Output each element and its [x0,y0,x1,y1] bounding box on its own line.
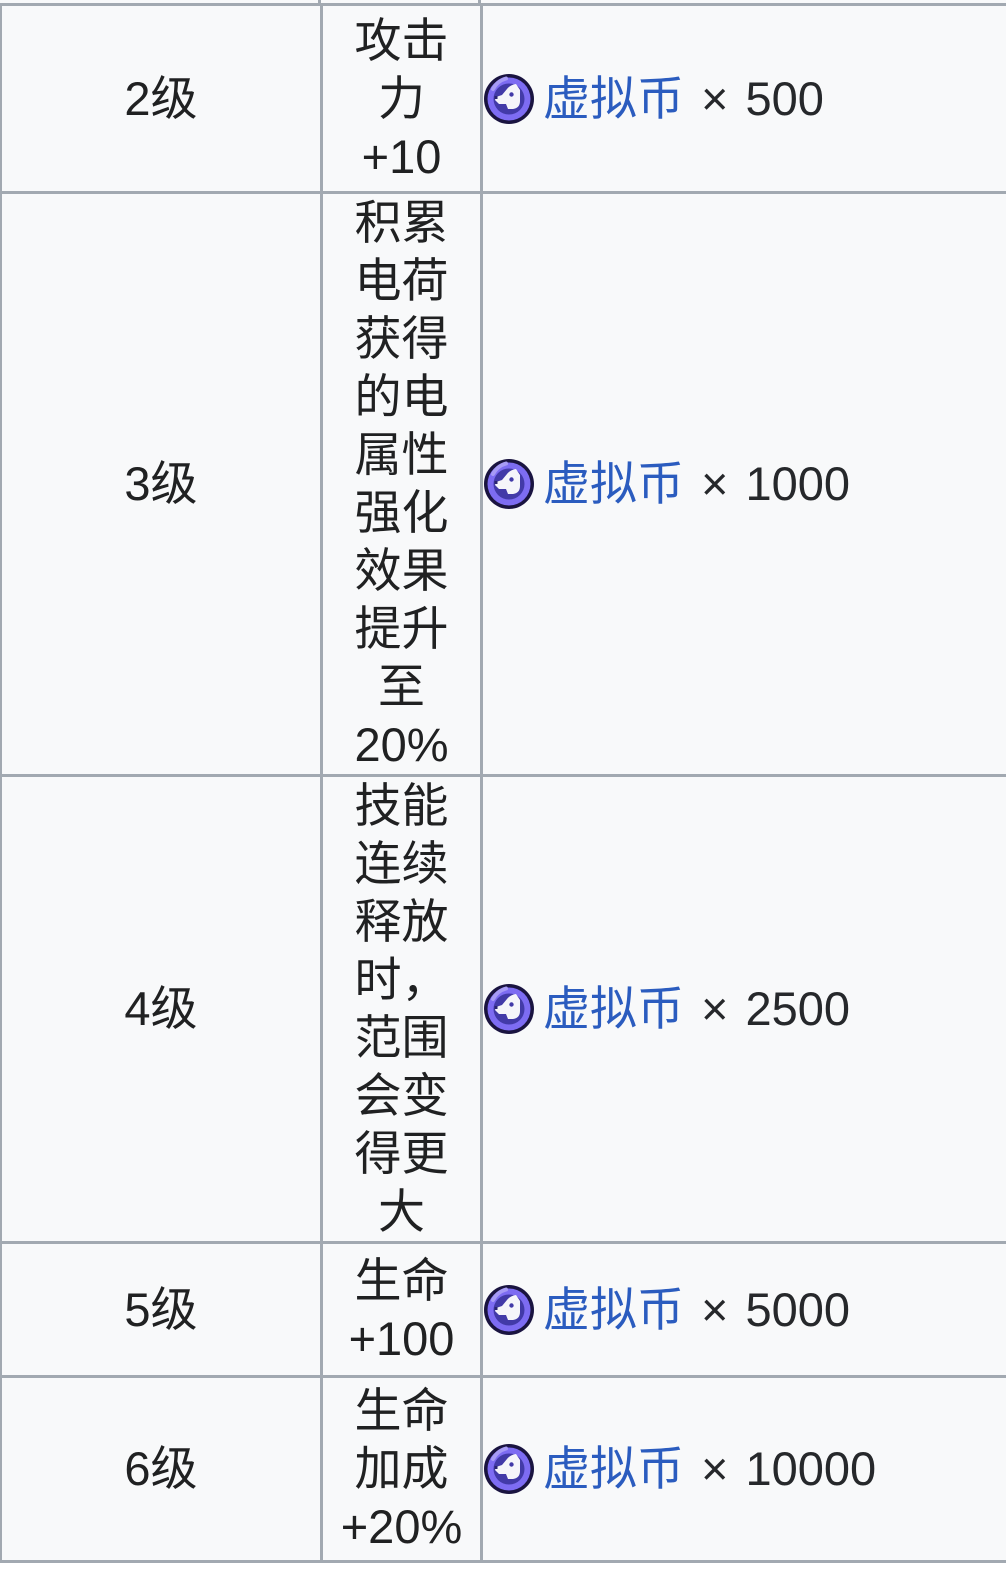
currency-link[interactable]: 虚拟币 [543,1442,684,1495]
multiply-sign: × [701,1282,729,1336]
coin-icon[interactable] [483,1443,535,1495]
effect-cell: 生命 加成 +20% [320,1375,483,1563]
level-cell: 4级 [0,774,323,1244]
cost-cell: 虚拟币 × 10000 [480,1375,1006,1563]
cost-line: 虚拟币 × 500 [483,70,1006,128]
table-row: 4级 技能 连续 释放 时， 范围 会变 得更 大 [0,774,1006,1244]
coin-icon[interactable] [483,73,535,125]
level-cell: 2级 [0,3,323,194]
currency-link[interactable]: 虚拟币 [543,1282,684,1336]
cost-cell: 虚拟币 × 2500 [480,774,1006,1244]
multiply-sign: × [701,457,729,510]
currency-link[interactable]: 虚拟币 [543,457,684,510]
effect-cell: 技能 连续 释放 时， 范围 会变 得更 大 [320,774,483,1244]
effect-cell: 生命 +100 [320,1241,483,1378]
multiply-sign: × [701,1442,729,1495]
column-border-strip [478,0,481,3]
cost-cell: 虚拟币 × 500 [480,3,1006,194]
effect-cell: 攻击 力 +10 [320,3,483,194]
cost-line: 虚拟币 × 1000 [483,455,1006,513]
coin-icon[interactable] [483,983,535,1035]
cost-amount: 1000 [745,457,851,510]
coin-icon[interactable] [483,458,535,510]
level-cell: 5级 [0,1241,323,1378]
table-row: 2级 攻击 力 +10 [0,3,1006,194]
level-cell: 6级 [0,1375,323,1563]
cost-line: 虚拟币 × 2500 [483,980,1006,1038]
table-row: 5级 生命 +100 [0,1241,1006,1378]
cost-cell: 虚拟币 × 1000 [480,191,1006,777]
level-cell: 3级 [0,191,323,777]
multiply-sign: × [701,982,729,1035]
previous-row-sliver [0,0,1006,3]
cost-amount: 2500 [745,982,851,1035]
column-border-strip [318,0,321,3]
currency-link[interactable]: 虚拟币 [543,982,684,1035]
table-row: 3级 积累 电荷 获得 的电 属性 强化 效果 提升 至 20% [0,191,1006,777]
cost-amount: 500 [745,71,824,125]
cost-line: 虚拟币 × 5000 [483,1281,1006,1339]
multiply-sign: × [701,71,729,125]
coin-icon[interactable] [483,1284,535,1336]
table-wrap: 2级 攻击 力 +10 [0,3,1006,1563]
table-row: 6级 生命 加成 +20% [0,1375,1006,1563]
cost-line: 虚拟币 × 10000 [483,1440,1006,1498]
effect-cell: 积累 电荷 获得 的电 属性 强化 效果 提升 至 20% [320,191,483,777]
cost-amount: 10000 [745,1442,877,1495]
cost-amount: 5000 [745,1282,851,1336]
upgrade-cost-table: 2级 攻击 力 +10 [0,3,1006,1563]
currency-link[interactable]: 虚拟币 [543,71,684,125]
cost-cell: 虚拟币 × 5000 [480,1241,1006,1378]
